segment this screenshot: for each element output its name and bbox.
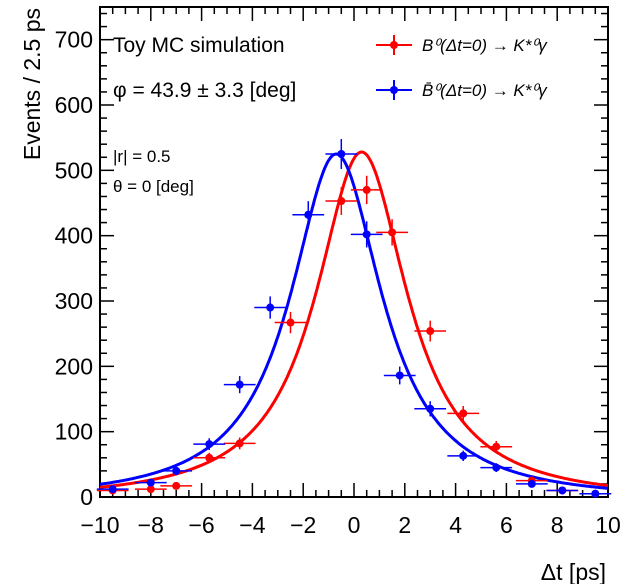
y-tick-label: 200 (55, 353, 93, 379)
annotation-toy-mc: Toy MC simulation (113, 34, 285, 57)
y-tick-label: 300 (55, 288, 93, 314)
annotation-phi: φ = 43.9 ± 3.3 [deg] (113, 79, 296, 102)
axis-ticks (99, 7, 609, 498)
data-point (304, 210, 313, 219)
data-point (235, 439, 244, 448)
data-point (558, 486, 567, 495)
fit-curve-1 (99, 152, 609, 490)
x-tick-label: 8 (551, 512, 564, 538)
annotation-theta: θ = 0 [deg] (113, 177, 194, 196)
data-point (108, 485, 117, 494)
y-tick-label: 500 (55, 157, 93, 183)
y-tick-label: 400 (55, 223, 93, 249)
x-tick-label: 6 (500, 512, 513, 538)
y-tick-label: 100 (55, 419, 93, 445)
data-point (395, 371, 404, 380)
data-point (337, 197, 346, 206)
x-tick-label: −6 (188, 512, 214, 538)
x-tick-label: 4 (449, 512, 462, 538)
data-point (426, 404, 435, 413)
y-tick-label: 600 (55, 92, 93, 118)
data-point (286, 318, 295, 327)
annotation-r: |r| = 0.5 (113, 147, 171, 166)
x-tick-label: −8 (138, 512, 164, 538)
data-point (362, 185, 371, 194)
data-point (205, 453, 214, 462)
x-tick-label: −10 (80, 512, 119, 538)
fit-curve-0 (99, 150, 609, 489)
y-tick-label: 0 (80, 484, 93, 510)
data-point (337, 150, 346, 158)
x-tick-label: −4 (239, 512, 265, 538)
data-point (172, 466, 181, 475)
data-point (492, 463, 501, 472)
data-point (362, 230, 371, 239)
x-tick-label: 2 (398, 512, 411, 538)
data-point (459, 451, 468, 460)
legend-marker-blue-dot (390, 86, 398, 94)
x-tick-label: 10 (595, 512, 621, 538)
data-point (591, 489, 600, 498)
data-point (205, 440, 214, 449)
data-point (235, 380, 244, 389)
data-point (492, 442, 501, 451)
data-point (426, 327, 435, 336)
data-point (172, 481, 181, 490)
legend-marker-red-dot (390, 41, 398, 49)
x-tick-labels: −10 −8 −6 −4 −2 0 2 4 6 8 10 (80, 512, 620, 538)
data-point (459, 409, 468, 418)
fit-curves (99, 150, 609, 490)
data-points (96, 139, 612, 498)
data-point (527, 479, 536, 488)
x-tick-label: −2 (290, 512, 316, 538)
data-point (146, 485, 155, 494)
legend-label-b0bar: B̄⁰(Δt=0) → K*⁰γ (422, 81, 548, 100)
data-point (146, 478, 155, 487)
x-axis-title: Δt [ps] (541, 559, 606, 584)
y-axis-title: Events / 2.5 ps (19, 8, 45, 160)
legend-label-b0: B⁰(Δt=0) → K*⁰γ (422, 36, 548, 55)
x-tick-label: 0 (348, 512, 361, 538)
data-point (266, 303, 275, 312)
legend: B⁰(Δt=0) → K*⁰γ B̄⁰(Δt=0) → K*⁰γ (376, 35, 548, 100)
data-point (388, 228, 397, 237)
y-tick-label: 700 (55, 27, 93, 53)
y-tick-labels: 0 100 200 300 400 500 600 700 (55, 27, 93, 510)
